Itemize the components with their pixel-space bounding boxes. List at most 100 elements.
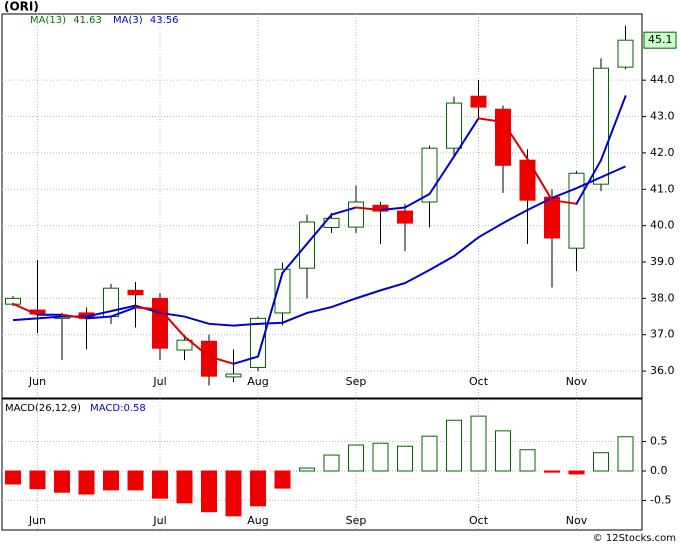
- ma-segment: [183, 335, 210, 358]
- y-tick-label: 42.0: [650, 146, 675, 159]
- last-price: 45.1: [648, 33, 673, 46]
- y-tick-label: 37.0: [650, 328, 675, 341]
- y-tick-label: -0.5: [650, 493, 671, 506]
- footer: © 12Stocks.com: [593, 533, 676, 544]
- legend: MA(13) 41.63 MA(3) 43.56: [30, 15, 178, 26]
- x-tick-label: Jul: [152, 375, 166, 388]
- ma-segment: [232, 355, 259, 365]
- ma-segment: [526, 158, 553, 202]
- x-tick-label: Jun: [28, 375, 46, 388]
- ma-segment: [404, 193, 431, 209]
- macd-title: MACD(26,12,9): [5, 403, 81, 414]
- x-tick-label: Oct: [469, 375, 489, 388]
- ma-line: [12, 165, 626, 327]
- candle-body: [446, 102, 462, 149]
- ma-segment: [575, 159, 602, 205]
- ma-segment: [453, 117, 480, 158]
- candle-body: [225, 373, 242, 378]
- macd-bar: [299, 467, 315, 472]
- price-frame: [1, 13, 643, 399]
- x-tick-label: Nov: [566, 375, 588, 388]
- ma-segment: [134, 306, 161, 311]
- macd-bar: [54, 470, 70, 493]
- y-tick-label: 36.0: [650, 364, 675, 377]
- candle-body: [495, 108, 511, 166]
- ma-segment: [110, 306, 137, 318]
- candle-body: [152, 297, 168, 349]
- ma-segment: [281, 242, 308, 274]
- macd-bar: [225, 470, 242, 517]
- macd-bar: [372, 442, 389, 472]
- macd-bar: [544, 470, 560, 473]
- y-tick-label: 39.0: [650, 255, 675, 268]
- macd-bar: [103, 470, 119, 491]
- candle-body: [176, 339, 193, 351]
- macd-bar: [201, 470, 217, 513]
- ma-segment: [257, 271, 284, 358]
- macd-bar: [78, 470, 95, 495]
- candle-body: [250, 317, 266, 368]
- y-tick-label: 43.0: [650, 110, 675, 123]
- y-tick-label: 44.0: [650, 73, 675, 86]
- ma-segment: [306, 213, 333, 245]
- last-price-box: [643, 31, 677, 49]
- ma-segment: [477, 117, 504, 123]
- ma-segment: [379, 206, 406, 211]
- macd-bar: [348, 444, 364, 472]
- macd-bar: [5, 470, 21, 485]
- x-tick-label: Jul: [152, 514, 166, 527]
- ma-segment: [208, 355, 235, 365]
- ma-segment: [600, 95, 627, 162]
- macd-bar: [323, 454, 340, 472]
- candle-body: [568, 172, 585, 249]
- y-tick-label: 38.0: [650, 291, 675, 304]
- legend-name: MA(13): [30, 15, 66, 26]
- candle-body: [372, 204, 389, 212]
- x-tick-label: Sep: [346, 375, 367, 388]
- legend-value: 41.63: [73, 15, 102, 26]
- legend-value: 43.56: [150, 15, 179, 26]
- macd-bar: [274, 470, 291, 489]
- x-tick-label: Jun: [28, 514, 46, 527]
- y-tick-label: 41.0: [650, 182, 675, 195]
- candle-body: [617, 39, 634, 68]
- y-tick-label: 0.0: [650, 464, 668, 477]
- y-tick-label: 40.0: [650, 219, 675, 232]
- macd-bar: [421, 435, 438, 472]
- macd-value: 0.58: [124, 403, 146, 414]
- ma-segment: [61, 313, 88, 320]
- macd-label: MACD:: [90, 403, 123, 414]
- macd-bar: [152, 470, 168, 499]
- ma-segment: [551, 199, 578, 205]
- macd-bar: [568, 470, 585, 475]
- x-tick-label: Oct: [469, 514, 489, 527]
- macd-bar: [29, 470, 46, 490]
- macd-bar: [495, 430, 511, 472]
- candle-body: [348, 201, 364, 228]
- macd-bar: [250, 470, 266, 507]
- x-tick-label: Aug: [247, 375, 268, 388]
- candle-body: [397, 210, 413, 224]
- candle-body: [593, 67, 609, 185]
- macd-frame: [1, 398, 643, 531]
- macd-bar: [617, 436, 634, 472]
- x-tick-label: Nov: [566, 514, 588, 527]
- macd-bar: [397, 445, 413, 472]
- ma-segment: [85, 315, 112, 320]
- macd-bar: [176, 470, 193, 504]
- candle-body: [470, 95, 487, 108]
- ma-segment: [12, 302, 39, 316]
- ma-segment: [330, 206, 357, 216]
- x-tick-label: Sep: [346, 514, 367, 527]
- chart-title: (ORI): [4, 0, 39, 14]
- macd-bar: [470, 415, 487, 472]
- legend-name: MA(3): [113, 15, 143, 26]
- x-tick-label: Aug: [247, 514, 268, 527]
- ma-segment: [428, 155, 455, 195]
- candle-body: [274, 268, 291, 314]
- macd-bar: [519, 449, 536, 472]
- macd-bar: [446, 419, 462, 472]
- y-tick-label: 0.5: [650, 434, 668, 447]
